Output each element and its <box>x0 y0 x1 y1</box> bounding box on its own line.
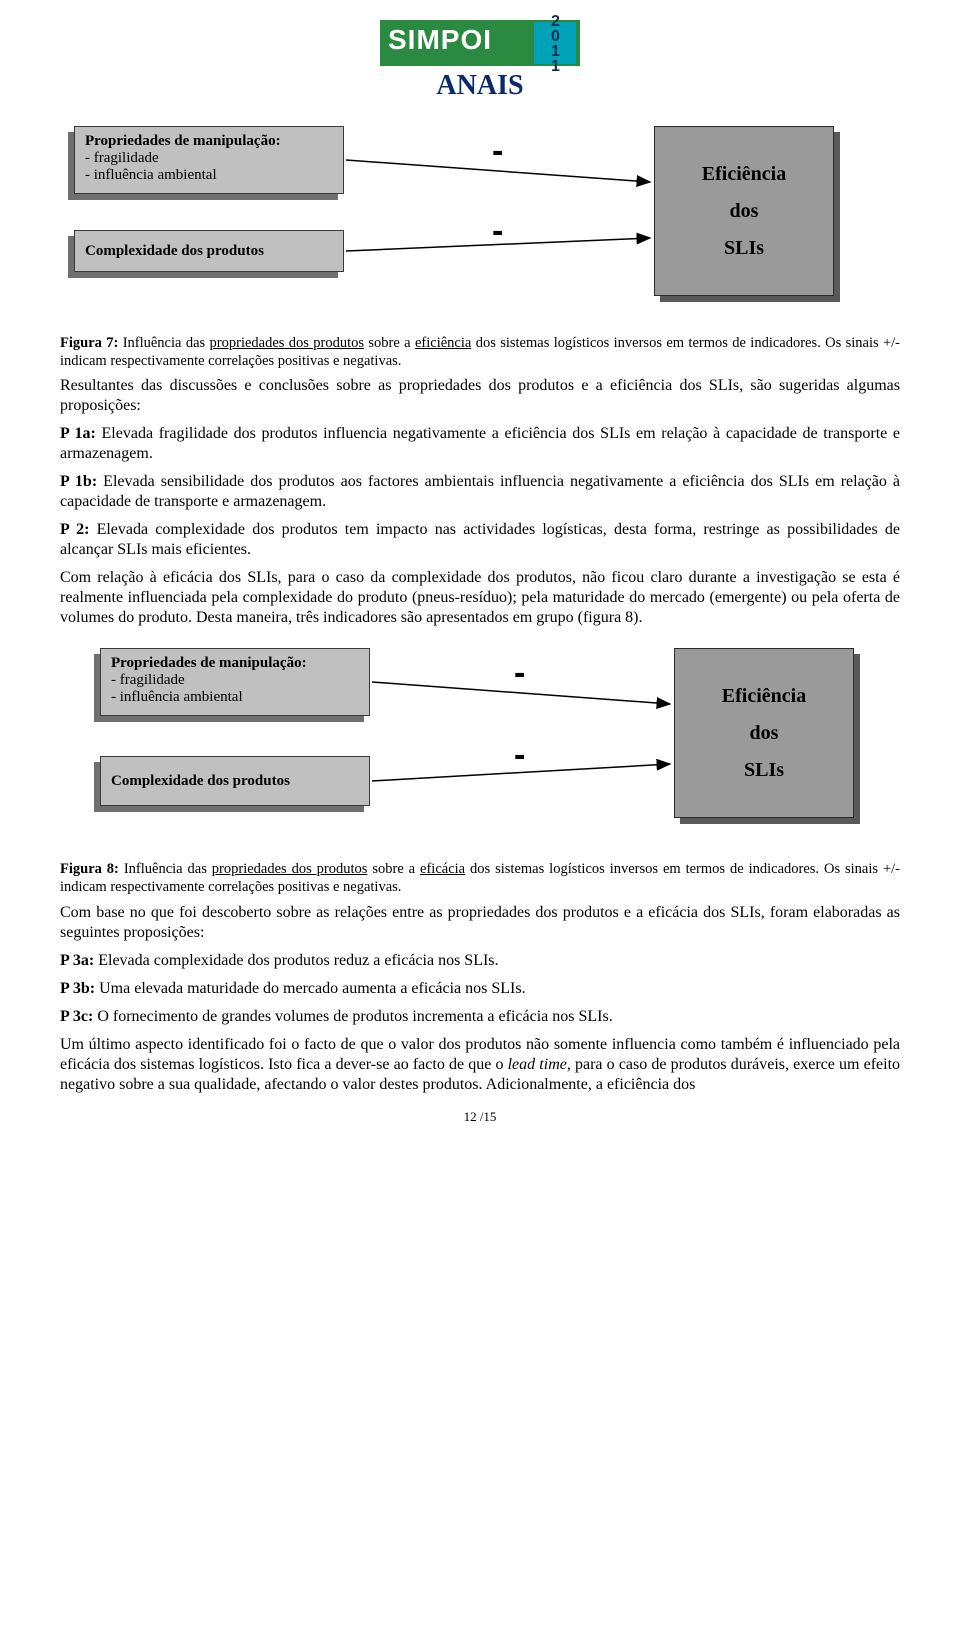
p3b-label: P 3b: <box>60 980 95 997</box>
figure-7-diagram: Propriedades de manipulação: - fragilida… <box>60 120 900 320</box>
diagram1-result-l1: Eficiência <box>702 163 786 186</box>
diagram2-box-manipulation: Propriedades de manipulação: - fragilida… <box>100 648 370 716</box>
diagram1-box2-title: Complexidade dos produtos <box>85 243 264 260</box>
para-base-descoberto: Com base no que foi descoberto sobre as … <box>60 903 900 943</box>
logo-year-badge: 2011 <box>534 22 576 64</box>
diagram1-result-l3: SLIs <box>724 237 764 260</box>
diagram1-box-manipulation: Propriedades de manipulação: - fragilida… <box>74 126 344 194</box>
fig7-label: Figura 7: <box>60 335 118 351</box>
diagram2-sign2: - <box>514 736 525 775</box>
header-logo-row: SIMPOI 2011 <box>60 20 900 66</box>
diagram1-box1-title: Propriedades de manipulação: <box>85 133 333 150</box>
diagram1-sign1: - <box>492 132 503 171</box>
proposition-3b: P 3b: Uma elevada maturidade do mercado … <box>60 979 900 999</box>
diagram1-result-l2: dos <box>730 200 759 223</box>
diagram2-box2-title: Complexidade dos produtos <box>111 773 290 790</box>
p3c-text: O fornecimento de grandes volumes de pro… <box>93 1008 612 1025</box>
figure-8-diagram: Propriedades de manipulação: - fragilida… <box>60 636 900 846</box>
p1a-text: Elevada fragilidade dos produtos influen… <box>60 425 900 462</box>
para-intro-propositions: Resultantes das discussões e conclusões … <box>60 376 900 416</box>
p1b-label: P 1b: <box>60 473 97 490</box>
proposition-3a: P 3a: Elevada complexidade dos produtos … <box>60 951 900 971</box>
figure-8-caption: Figura 8: Influência das propriedades do… <box>60 860 900 896</box>
diagram1-box-complexity: Complexidade dos produtos <box>74 230 344 272</box>
diagram2-box1-l2: - influência ambiental <box>111 689 359 706</box>
p2-label: P 2: <box>60 521 89 538</box>
diagram1-box1-l1: - fragilidade <box>85 150 333 167</box>
fig8-label: Figura 8: <box>60 861 119 877</box>
fig7-u1: propriedades dos produtos <box>210 335 365 351</box>
proposition-3c: P 3c: O fornecimento de grandes volumes … <box>60 1007 900 1027</box>
diagram2-result-l1: Eficiência <box>722 685 806 708</box>
p3a-label: P 3a: <box>60 952 94 969</box>
proposition-1a: P 1a: Elevada fragilidade dos produtos i… <box>60 424 900 464</box>
diagram2-box1-title: Propriedades de manipulação: <box>111 655 359 672</box>
diagram2-box1-l1: - fragilidade <box>111 672 359 689</box>
diagram2-result-l2: dos <box>750 722 779 745</box>
diagram2-result-box: Eficiência dos SLIs <box>674 648 854 818</box>
proposition-1b: P 1b: Elevada sensibilidade dos produtos… <box>60 472 900 512</box>
diagram2-box-complexity: Complexidade dos produtos <box>100 756 370 806</box>
diagram1-result-box: Eficiência dos SLIs <box>654 126 834 296</box>
para4-em: lead time <box>508 1056 567 1073</box>
diagram2-result-l3: SLIs <box>744 759 784 782</box>
p1a-label: P 1a: <box>60 425 96 442</box>
fig8-pre: Influência das <box>119 861 212 877</box>
anais-heading: ANAIS <box>60 70 900 102</box>
p3b-text: Uma elevada maturidade do mercado aument… <box>95 980 525 997</box>
fig8-mid: sobre a <box>367 861 420 877</box>
p3c-label: P 3c: <box>60 1008 93 1025</box>
p3a-text: Elevada complexidade dos produtos reduz … <box>94 952 498 969</box>
diagram2-sign1: - <box>514 654 525 693</box>
fig8-u2: eficácia <box>420 861 465 877</box>
fig7-mid: sobre a <box>364 335 415 351</box>
p1b-text: Elevada sensibilidade dos produtos aos f… <box>60 473 900 510</box>
p2-text: Elevada complexidade dos produtos tem im… <box>60 521 900 558</box>
logo-brand-text: SIMPOI <box>388 24 492 56</box>
para-eficacia: Com relação à eficácia dos SLIs, para o … <box>60 568 900 628</box>
proposition-2: P 2: Elevada complexidade dos produtos t… <box>60 520 900 560</box>
diagram1-sign2: - <box>492 212 503 251</box>
fig7-u2: eficiência <box>415 335 471 351</box>
figure-7-caption: Figura 7: Influência das propriedades do… <box>60 334 900 370</box>
para-ultimo-aspecto: Um último aspecto identificado foi o fac… <box>60 1035 900 1095</box>
fig7-pre: Influência das <box>118 335 209 351</box>
simpoi-logo: SIMPOI 2011 <box>380 20 580 66</box>
diagram1-box1-l2: - influência ambiental <box>85 167 333 184</box>
page-number: 12 /15 <box>60 1109 900 1125</box>
fig8-u1: propriedades dos produtos <box>212 861 368 877</box>
